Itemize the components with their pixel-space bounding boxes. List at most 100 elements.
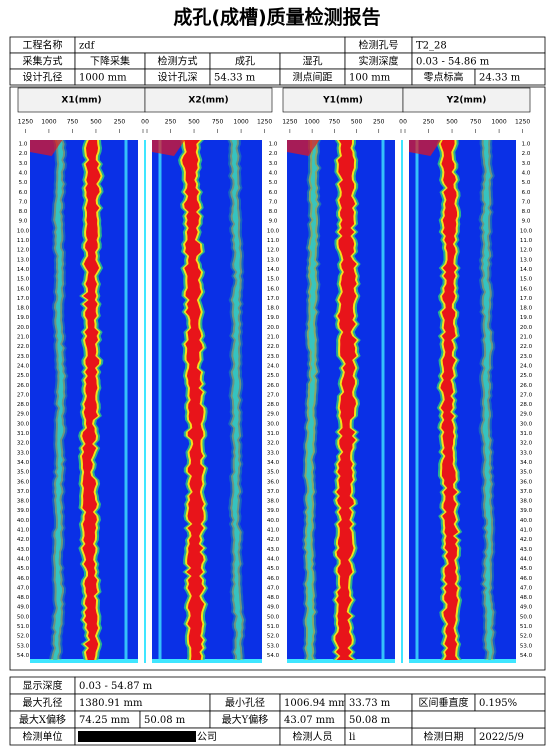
depth-label: 44.0	[267, 556, 280, 562]
depth-label: 21.0	[520, 335, 533, 341]
depth-label: 10.0	[267, 228, 280, 234]
tick-label: 750	[212, 119, 224, 126]
depth-label: 24.0	[17, 363, 30, 369]
tick-label: 1000	[41, 119, 56, 126]
depth-label: 31.0	[520, 431, 533, 437]
depth-label: 18.0	[267, 306, 280, 312]
table-cell	[411, 710, 546, 729]
depth-label: 32.0	[520, 441, 533, 447]
depth-label: 34.0	[267, 460, 280, 466]
cell-text: 1000 mm	[79, 73, 127, 84]
wall-band	[482, 140, 493, 660]
wall-band	[81, 140, 101, 660]
depth-label: 11.0	[17, 238, 30, 244]
depth-label: 32.0	[267, 441, 280, 447]
depth-label: 21.0	[17, 335, 30, 341]
table-cells: 工程名称 zdf 检测孔号 T2_28 采集方式 下降采集 检测方式 成孔 湿孔 实测深度 0.03…	[9, 36, 546, 746]
depth-label: 5.0	[19, 180, 28, 186]
cell-text: 43.07 mm	[284, 715, 335, 726]
cell-text: 显示深度	[23, 679, 63, 692]
top-echo	[409, 140, 442, 156]
scan-image	[152, 140, 262, 663]
plots: X1(mm) 1250 1000 750 500 250 0 X2(mm) 0 250 500 750…	[17, 87, 533, 663]
depth-label: 25.0	[267, 373, 280, 379]
depth-label: 30.0	[17, 421, 30, 427]
tick-label: 1250	[515, 119, 530, 126]
depth-label: 12.0	[17, 248, 30, 254]
depth-label: 8.0	[19, 209, 28, 215]
depth-label: 47.0	[520, 585, 533, 591]
depth-label: 15.0	[520, 277, 533, 283]
depth-label: 37.0	[17, 489, 30, 495]
depth-label: 5.0	[522, 180, 531, 186]
depth-label: 1.0	[269, 142, 278, 148]
depth-label: 8.0	[269, 209, 278, 215]
depth-label: 37.0	[520, 489, 533, 495]
depth-label: 39.0	[520, 508, 533, 514]
cell-text: 33.73 m	[349, 698, 391, 709]
cell-text: 实测深度	[359, 55, 399, 68]
panel-header	[144, 87, 273, 113]
depth-label: 13.0	[267, 257, 280, 263]
depth-label: 7.0	[269, 199, 278, 205]
cell-text: 设计孔深	[158, 71, 198, 84]
wall-band	[440, 140, 459, 660]
depth-label: 2.0	[269, 151, 278, 157]
table-cell	[474, 68, 546, 86]
depth-label: 45.0	[520, 566, 533, 572]
depth-label: 18.0	[520, 306, 533, 312]
panel-label: Y1(mm)	[322, 96, 363, 106]
depth-label: 26.0	[17, 383, 30, 389]
bottom-band	[30, 659, 138, 663]
bottom-band	[409, 659, 516, 663]
depth-label: 31.0	[17, 431, 30, 437]
depth-label: 36.0	[267, 479, 280, 485]
cell-text: li	[349, 732, 355, 743]
depth-label: 41.0	[17, 528, 30, 534]
depth-label: 34.0	[520, 460, 533, 466]
depth-label: 32.0	[17, 441, 30, 447]
cell-text: 设计孔径	[23, 71, 63, 84]
tick-label: 500	[188, 119, 200, 126]
depth-label: 39.0	[17, 508, 30, 514]
depth-label: 44.0	[17, 556, 30, 562]
cell-text: 检测单位	[23, 730, 63, 743]
tick-label: 1250	[257, 119, 272, 126]
depth-label: 38.0	[17, 499, 30, 505]
cell-text: 测点间距	[293, 71, 333, 84]
depth-label: 37.0	[267, 489, 280, 495]
top-echo	[152, 140, 185, 156]
depth-label: 50.0	[17, 614, 30, 620]
depth-label: 15.0	[267, 277, 280, 283]
depth-label: 19.0	[17, 315, 30, 321]
tick-label: 1250	[18, 119, 33, 126]
depth-label: 50.0	[267, 614, 280, 620]
depth-label: 31.0	[267, 431, 280, 437]
depth-label: 9.0	[19, 219, 28, 225]
depth-label: 29.0	[17, 412, 30, 418]
depth-label: 10.0	[17, 228, 30, 234]
depth-label: 15.0	[17, 277, 30, 283]
depth-label: 36.0	[17, 479, 30, 485]
depth-label: 3.0	[19, 161, 28, 167]
cell-text: 50.08 m	[144, 715, 186, 726]
depth-label: 29.0	[267, 412, 280, 418]
depth-label: 9.0	[269, 219, 278, 225]
depth-label: 13.0	[520, 257, 533, 263]
depth-label: 16.0	[520, 286, 533, 292]
depth-label: 6.0	[19, 190, 28, 196]
depth-label: 16.0	[17, 286, 30, 292]
tick-label: 1000	[233, 119, 248, 126]
depth-label: 30.0	[267, 421, 280, 427]
depth-label: 14.0	[520, 267, 533, 273]
report-title: 成孔(成槽)质量检测报告	[173, 6, 380, 29]
cell-text: 2022/5/9	[479, 732, 524, 743]
depth-label: 2.0	[522, 151, 531, 157]
cell-text: 最大Y偏移	[222, 713, 269, 726]
cell-text: 下降采集	[90, 55, 130, 68]
depth-label: 44.0	[520, 556, 533, 562]
depth-label: 53.0	[17, 643, 30, 649]
depth-label: 20.0	[520, 325, 533, 331]
cell-text: 最大孔径	[23, 696, 63, 709]
